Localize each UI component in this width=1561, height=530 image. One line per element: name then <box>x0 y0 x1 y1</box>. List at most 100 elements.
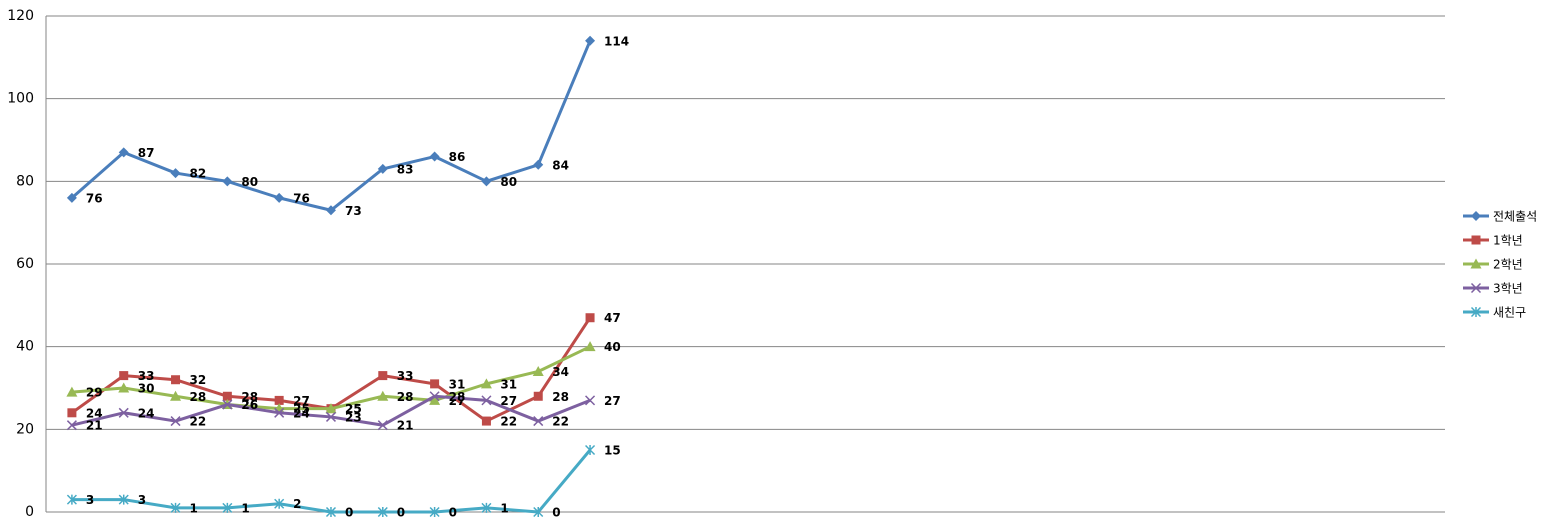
data-label: 22 <box>552 415 569 429</box>
marker <box>1471 211 1481 221</box>
marker <box>585 444 596 456</box>
marker <box>533 159 544 170</box>
marker <box>118 407 129 418</box>
marker <box>585 395 596 406</box>
data-label: 33 <box>138 369 155 383</box>
data-label: 25 <box>345 402 362 416</box>
marker <box>377 506 388 518</box>
data-label: 87 <box>138 146 155 160</box>
data-label: 29 <box>86 386 103 400</box>
marker <box>533 391 543 401</box>
data-label: 1 <box>241 501 249 515</box>
data-label: 24 <box>293 406 310 420</box>
data-label: 31 <box>500 377 517 391</box>
series: 76 87 82 80 76 73 83 86 80 84 114 <box>66 34 629 218</box>
data-label: 114 <box>604 34 629 48</box>
marker <box>170 502 181 513</box>
data-label: 83 <box>397 162 414 176</box>
marker <box>480 378 492 389</box>
marker <box>274 498 285 509</box>
marker <box>170 168 181 179</box>
y-tick-label: 120 <box>7 8 34 24</box>
marker <box>66 420 77 431</box>
marker <box>171 375 181 385</box>
marker <box>377 390 389 401</box>
marker <box>377 420 388 431</box>
marker <box>325 411 337 422</box>
data-label: 76 <box>293 191 310 205</box>
marker <box>378 371 388 381</box>
data-label: 28 <box>190 390 207 404</box>
marker <box>222 502 233 513</box>
marker <box>66 494 77 505</box>
y-tick-label: 80 <box>16 173 34 189</box>
marker <box>429 506 440 518</box>
y-tick-label: 0 <box>25 504 34 520</box>
marker <box>118 382 130 393</box>
data-label: 86 <box>449 150 466 164</box>
marker <box>222 176 233 187</box>
data-label: 33 <box>397 369 414 383</box>
data-label: 21 <box>86 419 103 433</box>
data-label: 27 <box>500 394 517 408</box>
marker <box>1470 306 1482 318</box>
y-tick-label: 60 <box>16 256 34 272</box>
marker <box>377 163 388 174</box>
marker <box>118 147 129 158</box>
marker <box>170 416 181 427</box>
marker <box>67 408 77 418</box>
marker <box>533 416 544 427</box>
data-label: 23 <box>345 410 362 424</box>
data-label: 80 <box>241 175 258 189</box>
data-label: 25 <box>293 402 310 416</box>
legend-label: 3학년 <box>1493 282 1523 296</box>
marker <box>585 35 596 46</box>
data-label: 34 <box>552 365 569 379</box>
y-tick-label: 40 <box>16 339 34 355</box>
marker <box>119 371 129 381</box>
marker <box>118 494 129 505</box>
marker <box>1471 235 1481 245</box>
data-label: 0 <box>552 506 560 520</box>
data-label: 3 <box>138 493 146 507</box>
marker <box>429 394 441 405</box>
marker <box>1470 258 1482 269</box>
marker <box>325 205 336 216</box>
data-label: 26 <box>241 398 258 412</box>
data-label: 28 <box>241 390 258 404</box>
data-label: 80 <box>500 175 517 189</box>
legend-label: 새친구 <box>1493 306 1526 320</box>
marker <box>481 395 492 406</box>
marker <box>274 395 284 405</box>
y-tick-label: 20 <box>16 421 34 437</box>
data-label: 24 <box>86 406 103 420</box>
marker <box>274 192 285 203</box>
marker <box>481 416 491 426</box>
marker <box>222 391 232 401</box>
data-label: 27 <box>293 394 310 408</box>
marker <box>585 313 595 323</box>
marker <box>170 390 182 401</box>
data-label: 2 <box>293 497 301 511</box>
data-label: 47 <box>604 311 621 325</box>
marker <box>533 506 544 518</box>
data-label: 1 <box>500 501 508 515</box>
legend-label: 전체출석 <box>1493 210 1537 224</box>
data-label: 28 <box>397 390 414 404</box>
marker <box>584 341 596 352</box>
marker <box>66 192 77 203</box>
marker <box>532 365 544 376</box>
data-label: 76 <box>86 191 103 205</box>
data-label: 0 <box>397 506 405 520</box>
data-label: 0 <box>449 506 457 520</box>
data-label: 1 <box>190 501 198 515</box>
marker <box>481 176 492 187</box>
data-label: 22 <box>190 415 207 429</box>
series: 3 3 1 1 2 0 0 0 1 0 15 <box>66 444 621 520</box>
legend-label: 1학년 <box>1493 234 1523 248</box>
data-label: 32 <box>190 373 207 387</box>
marker <box>325 506 337 518</box>
data-label: 28 <box>552 390 569 404</box>
marker <box>481 502 492 513</box>
